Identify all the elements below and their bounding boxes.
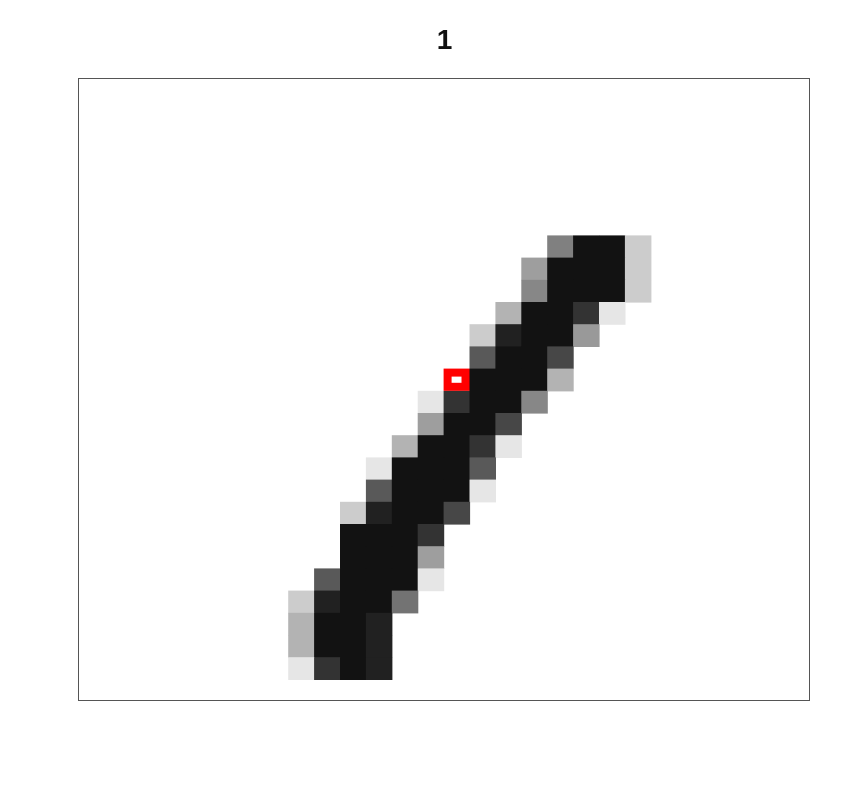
- pixel-cell: [417, 435, 445, 458]
- pixel-cell: [469, 390, 496, 414]
- pixel-cell: [340, 501, 367, 525]
- pixel-cell: [365, 612, 393, 636]
- pixel-cell: [288, 612, 315, 636]
- pixel-cell: [469, 457, 496, 481]
- pixel-cell: [417, 546, 445, 569]
- pixel-cell: [599, 279, 626, 303]
- pixel-cell: [391, 479, 419, 503]
- image-axes: [78, 78, 810, 701]
- figure-title: 1: [436, 24, 453, 55]
- pixel-cell: [314, 590, 341, 614]
- pixel-cell: [365, 590, 393, 614]
- pixel-cell: [547, 279, 574, 303]
- pixel-cell: [365, 479, 393, 503]
- pixel-cell: [391, 501, 419, 525]
- pixel-cell: [391, 524, 419, 547]
- pixel-cell: [573, 279, 600, 303]
- pixel-cell: [391, 568, 419, 592]
- pixel-cell: [469, 435, 496, 458]
- pixel-cell: [469, 346, 496, 370]
- pixel-cell: [365, 568, 393, 592]
- pixel-cell: [365, 635, 393, 658]
- pixel-cell: [443, 435, 471, 458]
- pixel-cell: [521, 257, 548, 281]
- pixel-cell: [443, 390, 471, 414]
- digit-image: [288, 235, 652, 680]
- pixel-cell: [495, 302, 522, 325]
- pixel-cell: [624, 257, 652, 281]
- pixel-cell: [340, 568, 367, 592]
- pixel-cell: [340, 590, 367, 614]
- pixel-cell: [547, 368, 574, 392]
- pixel-cell: [391, 435, 419, 458]
- pixel-cell: [417, 501, 445, 525]
- pixel-cell: [443, 457, 471, 481]
- pixel-cell: [573, 235, 600, 259]
- pixel-cell: [314, 568, 341, 592]
- pixel-cell: [624, 235, 652, 259]
- pixel-cell: [521, 302, 548, 325]
- pixel-cell: [417, 413, 445, 436]
- pixel-cell: [599, 235, 626, 259]
- pixel-cell: [314, 612, 341, 636]
- pixel-cell: [469, 368, 496, 392]
- pixel-cell: [469, 479, 496, 503]
- pixel-cell: [365, 546, 393, 569]
- pixel-cell: [495, 368, 522, 392]
- pixel-cell: [417, 390, 445, 414]
- pixel-cell: [288, 590, 315, 614]
- pixel-cell: [365, 524, 393, 547]
- pixel-cell: [599, 302, 626, 325]
- pixel-cell: [495, 435, 522, 458]
- pixel-cell: [547, 302, 574, 325]
- pixel-cell: [391, 546, 419, 569]
- pixel-cell: [340, 546, 367, 569]
- pixel-cell: [391, 457, 419, 481]
- pixel-cell: [314, 635, 341, 658]
- pixel-cell: [314, 657, 341, 680]
- pixel-cell: [495, 346, 522, 370]
- pixel-cell: [443, 501, 471, 525]
- pixel-cell: [573, 257, 600, 281]
- pixel-cell: [443, 413, 471, 436]
- pixel-cell: [365, 657, 393, 680]
- pixel-cell: [521, 346, 548, 370]
- pixel-cell: [443, 479, 471, 503]
- pixel-cell: [573, 324, 600, 347]
- pixel-cell: [365, 501, 393, 525]
- pixel-cell: [599, 257, 626, 281]
- pixel-cell: [521, 324, 548, 347]
- pixel-cell: [469, 413, 496, 436]
- pixel-cell: [288, 635, 315, 658]
- pixel-cell: [391, 590, 419, 614]
- pixel-cell: [495, 324, 522, 347]
- pixel-cell: [340, 612, 367, 636]
- pixel-cell: [573, 302, 600, 325]
- pixel-cell: [340, 635, 367, 658]
- pixel-cell: [469, 324, 496, 347]
- pixel-cell: [495, 390, 522, 414]
- pixel-cell: [547, 346, 574, 370]
- pixel-cell: [547, 257, 574, 281]
- highlight-box: [443, 368, 470, 391]
- pixel-cell: [288, 657, 315, 680]
- pixel-cell: [521, 390, 548, 414]
- pixel-cell: [340, 657, 367, 680]
- pixel-cell: [547, 324, 574, 347]
- pixel-cell: [417, 568, 445, 592]
- pixel-cell: [495, 413, 522, 436]
- pixel-cell: [521, 279, 548, 303]
- pixel-cell: [340, 524, 367, 547]
- pixel-cell: [365, 457, 393, 481]
- pixel-cell: [417, 524, 445, 547]
- pixel-cell: [624, 279, 652, 303]
- pixel-cell: [547, 235, 574, 259]
- pixel-cell: [521, 368, 548, 392]
- pixel-cell: [417, 479, 445, 503]
- pixel-cell: [417, 457, 445, 481]
